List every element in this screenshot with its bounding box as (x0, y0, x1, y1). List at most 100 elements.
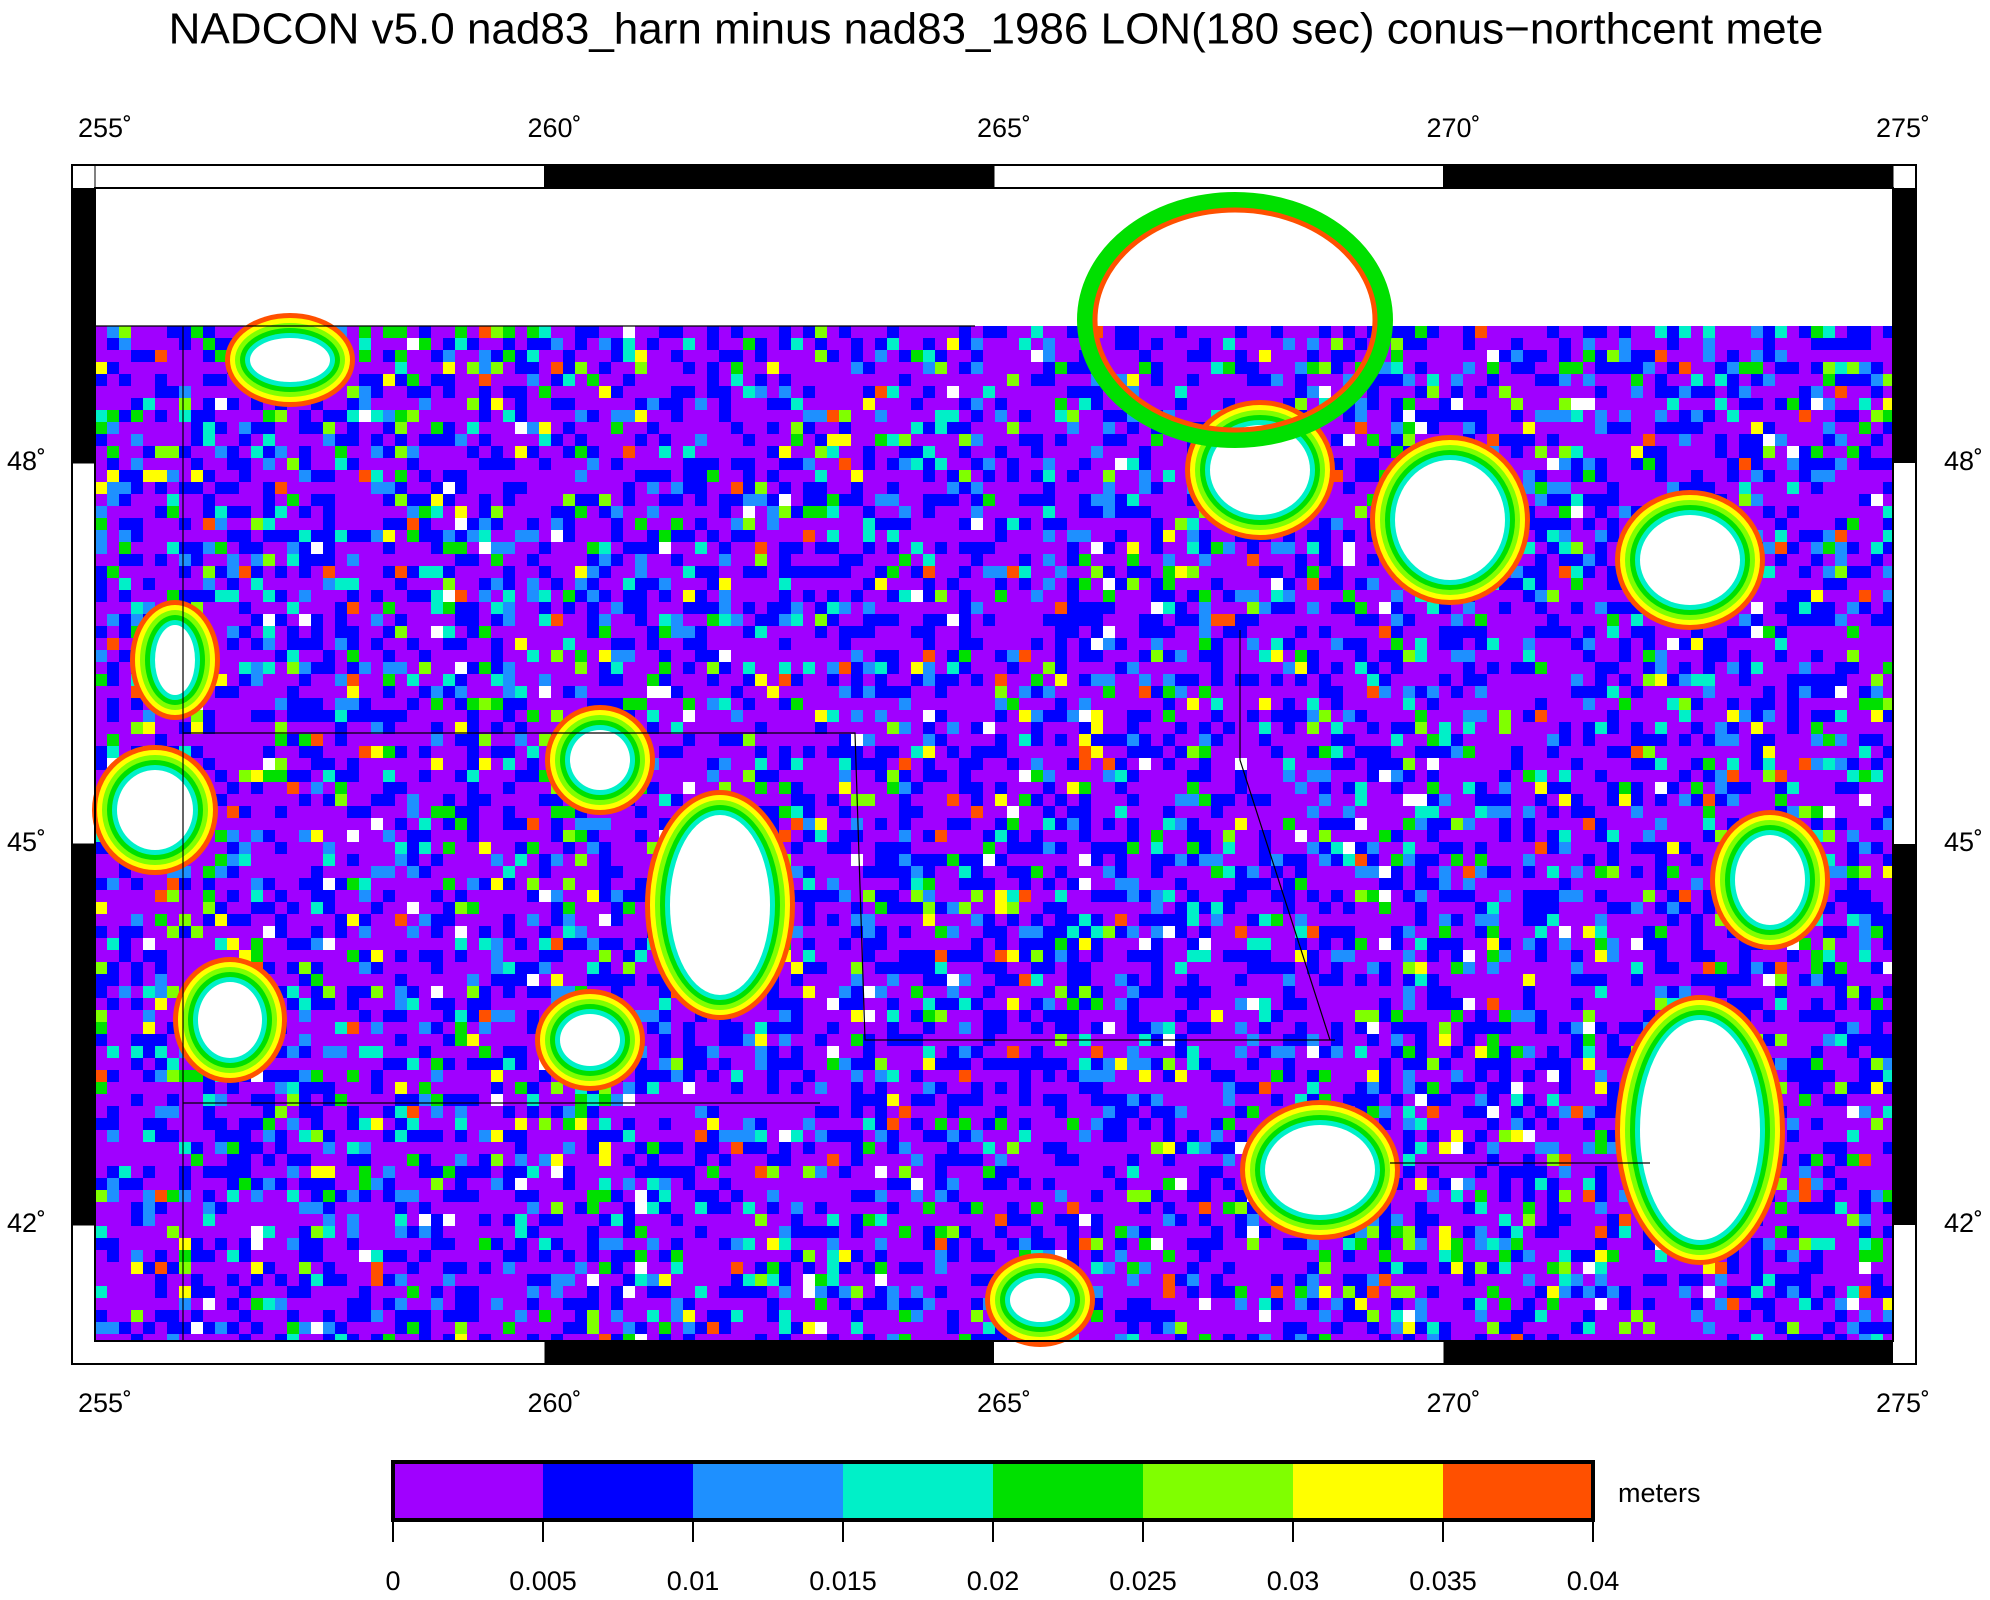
field-cell (1811, 950, 1823, 962)
field-cell (1859, 338, 1871, 350)
field-cell (359, 986, 371, 998)
field-cell (743, 1142, 755, 1154)
field-cell (1859, 566, 1871, 578)
field-cell (1055, 866, 1067, 878)
field-cell (1007, 518, 1019, 530)
field-cell (863, 926, 875, 938)
field-cell (1403, 686, 1415, 698)
field-cell (1607, 866, 1619, 878)
field-cell (1055, 626, 1067, 638)
field-cell (1079, 938, 1091, 950)
field-cell (263, 494, 275, 506)
field-cell (1295, 830, 1307, 842)
field-cell (719, 698, 731, 710)
field-cell (1043, 530, 1055, 542)
field-cell (335, 638, 347, 650)
field-cell (599, 614, 611, 626)
field-cell (1823, 434, 1835, 446)
field-cell (1511, 1082, 1523, 1094)
field-cell (707, 770, 719, 782)
field-cell (683, 530, 695, 542)
field-cell (203, 566, 215, 578)
field-cell (1427, 1058, 1439, 1070)
field-cell (1355, 890, 1367, 902)
field-cell (1871, 614, 1883, 626)
field-cell (1811, 1046, 1823, 1058)
field-cell (1775, 602, 1787, 614)
field-cell (395, 746, 407, 758)
field-cell (1379, 1010, 1391, 1022)
field-cell (1151, 482, 1163, 494)
field-cell (1823, 1094, 1835, 1106)
field-cell (299, 1034, 311, 1046)
field-cell (515, 1118, 527, 1130)
field-cell (683, 602, 695, 614)
field-cell (299, 770, 311, 782)
field-cell (719, 1034, 731, 1046)
field-cell (455, 686, 467, 698)
field-cell (1667, 398, 1679, 410)
field-cell (743, 602, 755, 614)
field-cell (347, 458, 359, 470)
field-cell (935, 1166, 947, 1178)
field-cell (947, 926, 959, 938)
field-cell (1475, 674, 1487, 686)
field-cell (539, 434, 551, 446)
field-cell (503, 410, 515, 422)
field-cell (599, 1142, 611, 1154)
field-cell (575, 938, 587, 950)
field-cell (287, 1118, 299, 1130)
field-cell (1595, 914, 1607, 926)
field-cell (1439, 818, 1451, 830)
field-cell (755, 746, 767, 758)
field-cell (947, 818, 959, 830)
field-cell (1007, 818, 1019, 830)
field-cell (1295, 926, 1307, 938)
field-cell (875, 566, 887, 578)
field-cell (1127, 842, 1139, 854)
field-cell (827, 590, 839, 602)
field-cell (1475, 854, 1487, 866)
field-cell (311, 1166, 323, 1178)
field-cell (263, 518, 275, 530)
field-cell (995, 1010, 1007, 1022)
field-cell (275, 530, 287, 542)
field-cell (719, 554, 731, 566)
field-cell (1007, 458, 1019, 470)
field-cell (875, 614, 887, 626)
field-cell (1199, 626, 1211, 638)
field-cell (431, 374, 443, 386)
field-cell (167, 926, 179, 938)
field-cell (971, 674, 983, 686)
field-cell (1727, 374, 1739, 386)
field-cell (827, 710, 839, 722)
field-cell (779, 566, 791, 578)
field-cell (107, 938, 119, 950)
field-cell (1187, 1022, 1199, 1034)
field-cell (299, 662, 311, 674)
field-cell (1331, 926, 1343, 938)
field-cell (1535, 914, 1547, 926)
field-cell (587, 818, 599, 830)
field-cell (983, 1142, 995, 1154)
field-cell (791, 422, 803, 434)
field-cell (1571, 506, 1583, 518)
field-cell (1307, 386, 1319, 398)
field-cell (563, 446, 575, 458)
field-cell (1655, 734, 1667, 746)
field-cell (383, 710, 395, 722)
field-cell (527, 446, 539, 458)
field-cell (1019, 566, 1031, 578)
field-cell (227, 782, 239, 794)
field-cell (1859, 794, 1871, 806)
field-cell (1859, 866, 1871, 878)
field-cell (623, 1082, 635, 1094)
field-cell (683, 1166, 695, 1178)
field-cell (1595, 386, 1607, 398)
field-cell (1595, 890, 1607, 902)
field-cell (1535, 446, 1547, 458)
field-cell (791, 962, 803, 974)
field-cell (1547, 1058, 1559, 1070)
field-cell (1487, 998, 1499, 1010)
field-cell (1739, 998, 1751, 1010)
